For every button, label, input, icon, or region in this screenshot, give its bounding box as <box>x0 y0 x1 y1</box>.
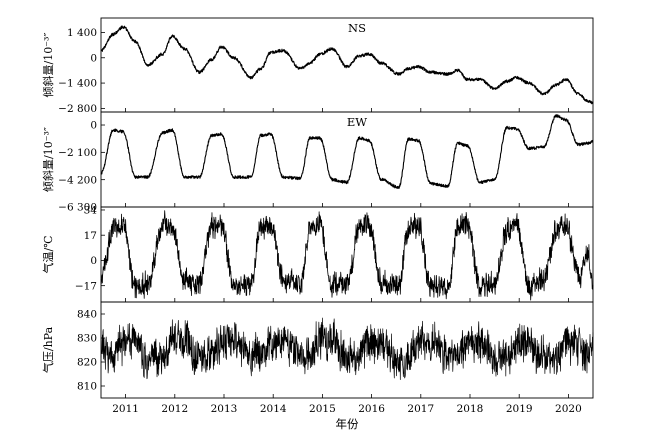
y-axis-label: 气温/℃ <box>41 235 55 273</box>
x-tick-label: 2013 <box>211 403 238 415</box>
series-line-1 <box>100 25 594 105</box>
y-tick-label: 1 400 <box>67 27 97 39</box>
series-line-3 <box>100 210 594 301</box>
y-tick-label: −2 800 <box>58 103 97 115</box>
y-tick-label: −2 100 <box>58 147 97 159</box>
series-line-2 <box>100 114 594 190</box>
x-axis: 2011 2012 2013 2014 2015 2016 2017 2018 2019 2020… <box>112 403 582 431</box>
panel-4: 840 830 820 810 气压/hPa <box>41 301 594 399</box>
y-tick-label: 810 <box>77 381 97 393</box>
x-tick-label: 2014 <box>260 403 287 415</box>
x-tick-label: 2018 <box>457 403 484 415</box>
y-tick-label: 820 <box>77 357 97 369</box>
x-tick-label: 2012 <box>161 403 188 415</box>
panel-3: 34 17 0 −17 气温/℃ <box>41 205 594 303</box>
panel-frame <box>100 206 594 303</box>
x-tick-label: 2017 <box>407 403 434 415</box>
panel-title: EW <box>347 115 367 129</box>
y-tick-label: 840 <box>77 309 97 321</box>
series-line-4 <box>100 317 594 380</box>
x-tick-label: 2019 <box>506 403 533 415</box>
y-tick-label: −6 300 <box>58 202 97 214</box>
x-tick-label: 2016 <box>358 403 385 415</box>
y-axis-label: 倾斜量/10⁻³″ <box>42 32 55 97</box>
y-tick-label: −4 200 <box>58 174 97 186</box>
panel-2: 0 −2 100 −4 200 −6 300 EW 倾斜量/10⁻³″ <box>42 111 594 214</box>
y-tick-label: 34 <box>84 205 98 217</box>
y-tick-label: 0 <box>90 255 97 267</box>
y-tick-label: −17 <box>75 280 97 292</box>
y-tick-label: −1 400 <box>58 78 97 90</box>
y-axis-label: 气压/hPa <box>41 326 55 373</box>
y-tick-label: 17 <box>84 230 97 242</box>
x-axis-label: 年份 <box>336 417 359 431</box>
y-axis-label: 倾斜量/10⁻³″ <box>42 127 55 192</box>
panel-frame <box>100 301 594 399</box>
x-tick-label: 2015 <box>309 403 336 415</box>
y-tick-label: 0 <box>90 52 97 64</box>
panel-1: 1 400 0 −1 400 −2 800 NS 倾斜量/10⁻³″ <box>42 17 594 115</box>
y-tick-label: 830 <box>77 333 97 345</box>
y-tick-label: 0 <box>90 120 97 132</box>
x-tick-label: 2011 <box>112 403 139 415</box>
x-tick-label: 2020 <box>555 403 582 415</box>
panel-title: NS <box>348 21 366 35</box>
